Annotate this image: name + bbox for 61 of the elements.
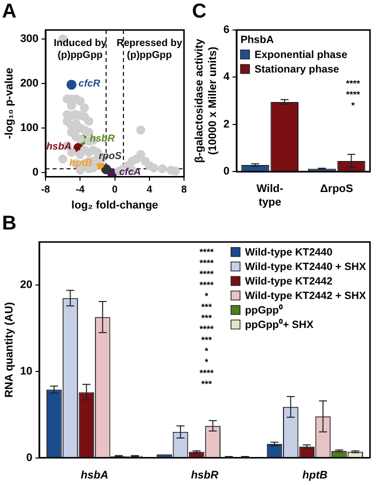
annotation: **** <box>200 324 214 334</box>
y-axis-title: β-galactosidase activity (10000 x Miller units) <box>194 38 219 163</box>
chart-title: C <box>192 0 206 23</box>
x-tick-label: hsbR <box>190 469 219 482</box>
annotation: **** <box>200 258 214 268</box>
annotation: * <box>204 346 209 356</box>
annotation: * <box>204 290 209 301</box>
annotation: Induced by (p)ppGpp <box>54 38 107 61</box>
y-tick-label: 0 <box>32 166 39 178</box>
series-label: hsbR <box>90 134 116 145</box>
annotation: **** <box>200 246 214 257</box>
x-tick-label: 8 <box>181 184 188 196</box>
series-label: hsbA <box>46 142 72 153</box>
y-axis-title: RNA quantity (AU) <box>4 302 16 398</box>
annotation: **** <box>346 78 360 88</box>
y-tick-label: 4 <box>223 71 230 84</box>
legend-label: ppGpp⁰+ SHX <box>245 318 314 332</box>
annotation: *** <box>201 334 212 345</box>
y-axis-title: -log₁₀ p-value <box>4 68 16 140</box>
y-tick-label: 2 <box>223 118 230 130</box>
x-tick-label: Wild-type <box>256 183 284 208</box>
legend-label: Wild-type KT2442 <box>245 276 333 288</box>
x-tick-label: hsbA <box>80 469 108 482</box>
series-label: cfcR <box>78 78 101 90</box>
legend-label: Wild-type KT2440 <box>245 246 333 259</box>
annotation: **** <box>200 280 214 290</box>
annotation: **** <box>346 89 360 100</box>
legend-label: Exponential phase <box>254 49 348 62</box>
y-tick-label: 300 <box>20 32 39 45</box>
y-tick-label: 100 <box>20 122 39 134</box>
y-tick-label: 0 <box>223 166 230 178</box>
x-tick-label: 0 <box>112 184 118 196</box>
legend-label: ppGpp⁰ <box>245 304 283 317</box>
series-label: cfcA <box>119 166 141 178</box>
legend-label: Stationary phase <box>254 64 340 76</box>
legend-label: Wild-type KT2440 + SHX <box>245 261 366 274</box>
annotation: *** <box>201 302 212 312</box>
y-tick-label: 10 <box>20 366 32 378</box>
chart-title: B <box>2 212 16 235</box>
y-tick-label: 6 <box>223 24 230 36</box>
annotation: *** <box>201 378 212 389</box>
annotation: Repressed by (p)ppGpp <box>116 38 183 61</box>
annotation: **** <box>200 368 214 378</box>
series-label: hptB <box>69 158 92 170</box>
annotation: **** <box>200 268 214 279</box>
y-tick-label: 200 <box>20 77 39 90</box>
annotation: * <box>351 100 356 110</box>
annotation: * <box>204 356 209 367</box>
x-axis-title: log₂ fold-change <box>71 199 158 212</box>
x-tick-label: 4 <box>146 184 153 196</box>
y-tick-label: 20 <box>20 279 32 292</box>
x-tick-label: ΔrpoS <box>320 183 354 196</box>
y-tick-label: 0 <box>26 452 32 464</box>
legend-title: PhsbA <box>240 34 274 46</box>
annotation: *** <box>201 312 212 323</box>
x-tick-label: -8 <box>41 184 50 196</box>
x-tick-label: -4 <box>76 184 86 196</box>
series-label: rpoS <box>98 150 122 162</box>
legend-label: Wild-type KT2442 + SHX <box>245 290 366 302</box>
x-tick-label: hptB <box>302 469 328 482</box>
chart-title: A <box>2 0 16 23</box>
